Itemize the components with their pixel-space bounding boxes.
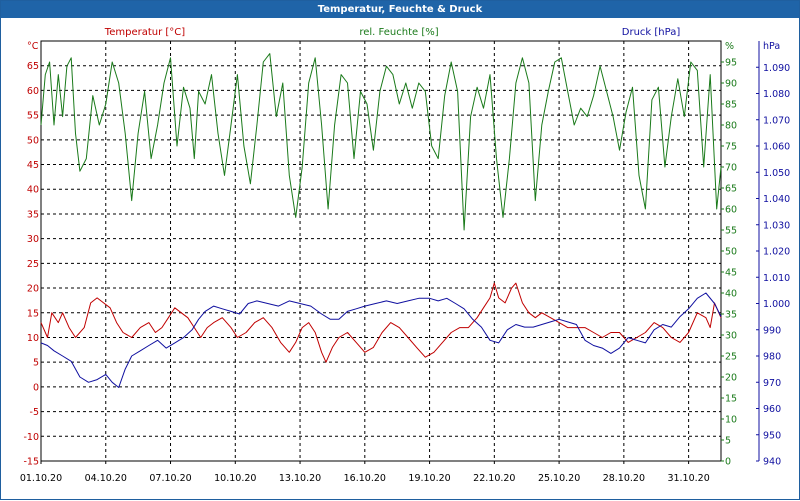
y-left-tick-label: -15 (23, 457, 39, 468)
y-right-tick-label: 960 (763, 404, 781, 415)
y-mid-axis-label: rel. Feuchte [%] (359, 27, 438, 38)
y-left-tick-label: 10 (27, 333, 39, 344)
y-left-tick-label: 60 (27, 86, 39, 97)
y-right-tick-label: 1.090 (763, 63, 790, 74)
y-mid-ticks: 0 5 10 15 20 25 30 35 40 45 50 55 60 65 70 75 80 85 90 95 (721, 41, 760, 468)
y-right-tick-label: 1.030 (763, 220, 790, 231)
y-mid-tick-label: 50 (725, 247, 737, 258)
x-tick-label: 13.10.20 (279, 473, 321, 484)
y-right-tick-label: 1.010 (763, 273, 790, 284)
y-mid-tick-label: 0 (725, 457, 731, 468)
y-left-axis-label: Temperatur [°C] (104, 27, 185, 38)
y-mid-tick-label: 25 (725, 352, 737, 363)
x-tick-label: 25.10.20 (538, 473, 580, 484)
y-mid-tick-label: 75 (725, 142, 737, 153)
y-right-tick-label: 1.070 (763, 115, 790, 126)
y-mid-tick-label: 55 (725, 226, 737, 237)
y-mid-tick-label: 85 (725, 100, 737, 111)
x-tick-label: 07.10.20 (149, 473, 191, 484)
y-right-tick-label: 990 (763, 325, 781, 336)
y-right-tick-label: 1.080 (763, 89, 790, 100)
y-mid-tick-label: 15 (725, 394, 737, 405)
y-left-ticks: -15 -10 -5 0 5 10 15 20 25 30 35 40 45 50 55 60 65 (23, 61, 39, 467)
y-mid-tick-label: 30 (725, 331, 737, 342)
x-tick-label: 04.10.20 (85, 473, 127, 484)
y-left-tick-label: -5 (30, 407, 39, 418)
y-mid-tick-label: 65 (725, 184, 737, 195)
x-tick-label: 16.10.20 (344, 473, 386, 484)
y-right-tick-label: 970 (763, 378, 781, 389)
y-mid-unit: % (725, 41, 734, 52)
y-mid-tick-label: 80 (725, 121, 737, 132)
y-right-unit: hPa (763, 41, 780, 52)
x-tick-label: 10.10.20 (214, 473, 256, 484)
y-mid-tick-label: 40 (725, 289, 737, 300)
series-layer (40, 53, 722, 388)
y-right-tick-label: 1.000 (763, 299, 790, 310)
y-mid-tick-label: 20 (725, 373, 737, 384)
temperature-series-line (40, 282, 722, 363)
x-tick-label: 19.10.20 (408, 473, 450, 484)
y-mid-tick-label: 60 (725, 205, 737, 216)
y-mid-tick-label: 35 (725, 310, 737, 321)
y-right-tick-label: 1.040 (763, 194, 790, 205)
y-right-tick-label: 950 (763, 430, 781, 441)
y-left-tick-label: -10 (23, 432, 39, 443)
y-mid-tick-label: 95 (725, 58, 737, 69)
y-left-tick-label: 35 (27, 209, 39, 220)
humidity-series-line (40, 53, 722, 231)
y-left-tick-label: 65 (27, 61, 39, 72)
y-left-tick-label: 20 (27, 284, 39, 295)
y-left-tick-label: 50 (27, 135, 39, 146)
window-title: Temperatur, Feuchte & Druck (1, 1, 799, 18)
y-left-tick-label: 40 (27, 185, 39, 196)
y-left-tick-label: 45 (27, 160, 39, 171)
y-right-tick-label: 1.020 (763, 247, 790, 258)
y-right-tick-label: 940 (763, 457, 781, 468)
y-right-tick-label: 1.060 (763, 142, 790, 153)
y-left-tick-label: 15 (27, 308, 39, 319)
x-tick-label: 01.10.20 (20, 473, 62, 484)
y-left-tick-label: 0 (33, 382, 39, 393)
y-mid-tick-label: 5 (725, 436, 731, 447)
y-mid-tick-label: 45 (725, 268, 737, 279)
x-tick-label: 28.10.20 (603, 473, 645, 484)
y-right-tick-label: 1.050 (763, 168, 790, 179)
grid (41, 41, 721, 461)
y-right-ticks: 940 950 960 970 980 990 1.000 1.010 1.020 1.030 1.… (756, 63, 790, 468)
y-mid-tick-label: 10 (725, 415, 737, 426)
pressure-series-line (40, 292, 722, 388)
y-right-tick-label: 980 (763, 352, 781, 363)
y-mid-tick-label: 90 (725, 79, 737, 90)
x-ticks: 01.10.20 04.10.20 07.10.20 10.10.20 13.10.20… (20, 461, 710, 484)
y-left-tick-label: 55 (27, 111, 39, 122)
y-right-axis-label: Druck [hPa] (622, 27, 681, 38)
y-left-tick-label: 5 (33, 358, 39, 369)
y-left-unit: °C (27, 41, 39, 52)
x-tick-label: 31.10.20 (667, 473, 709, 484)
y-mid-tick-label: 70 (725, 163, 737, 174)
y-left-tick-label: 25 (27, 259, 39, 270)
y-left-tick-label: 30 (27, 234, 39, 245)
x-tick-label: 22.10.20 (473, 473, 515, 484)
